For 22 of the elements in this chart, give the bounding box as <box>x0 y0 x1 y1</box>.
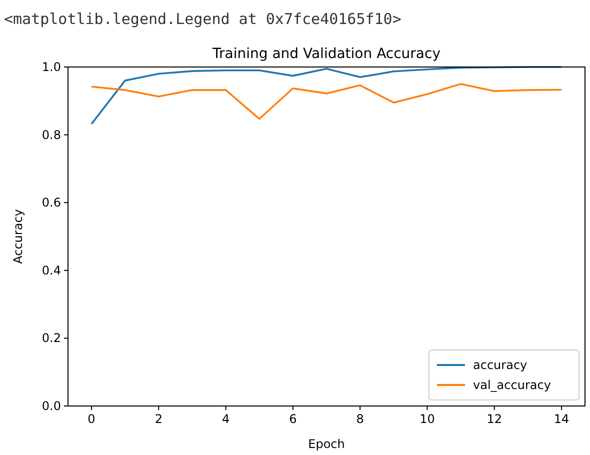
chart-title: Training and Validation Accuracy <box>212 46 440 62</box>
x-tick-label: 6 <box>289 412 297 426</box>
y-tick-label: 0.6 <box>42 196 61 210</box>
legend-label: accuracy <box>473 358 528 372</box>
x-tick-label: 12 <box>486 412 502 426</box>
y-tick-label: 0.8 <box>42 128 61 142</box>
y-axis-title: Accuracy <box>11 209 25 264</box>
y-tick-label: 1.0 <box>42 60 61 74</box>
x-tick-label: 10 <box>420 412 435 426</box>
x-tick-label: 4 <box>222 412 230 426</box>
text: <matplotlib.legend.Legend at 0x7fce40165f10> <box>4 10 402 28</box>
x-tick-label: 0 <box>88 412 96 426</box>
x-tick-label: 14 <box>554 412 570 426</box>
x-axis-title: Epoch <box>308 437 345 451</box>
line-series <box>90 66 562 125</box>
x-tick-label: 2 <box>154 412 162 426</box>
legend-label: val_accuracy <box>473 378 551 392</box>
y-tick-label: 0.2 <box>42 331 61 346</box>
y-tick-label: 0.4 <box>42 263 61 278</box>
x-tick-label: 8 <box>356 412 364 426</box>
line-series <box>90 83 562 120</box>
y-tick-label: 0.0 <box>42 399 61 413</box>
